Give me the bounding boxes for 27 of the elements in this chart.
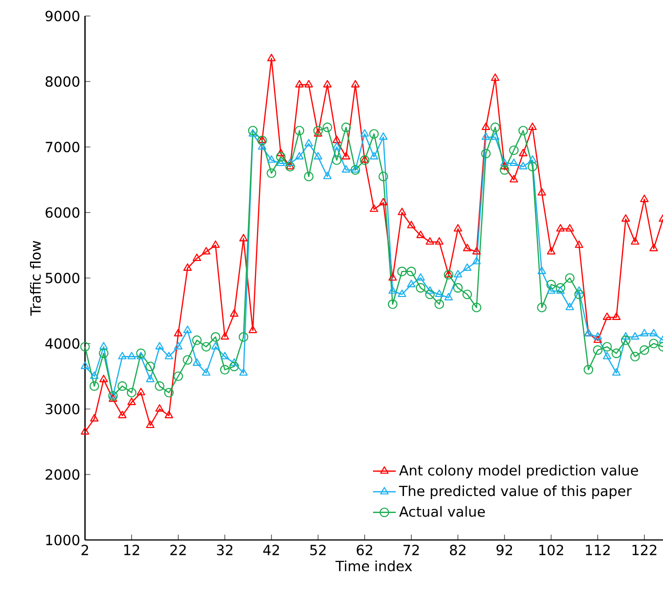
y-tick-label: 8000 — [46, 76, 80, 87]
x-tick-label: 72 — [404, 544, 419, 556]
y-axis-title: Traffic flow — [30, 240, 41, 316]
x-axis-title: Time index — [335, 560, 412, 572]
legend-label: Actual value — [399, 506, 485, 517]
y-tick-label: 6000 — [46, 207, 80, 218]
x-tick-label: 12 — [124, 544, 140, 556]
x-tick-label: 42 — [263, 544, 279, 556]
y-tick-label: 3000 — [46, 404, 80, 414]
y-tick-label: 7000 — [46, 142, 80, 152]
x-tick-label: 22 — [170, 544, 186, 556]
x-tick-label: 122 — [632, 544, 656, 556]
x-tick-label: 62 — [356, 544, 372, 556]
x-tick-label: 102 — [539, 544, 564, 556]
y-tick-label: 4000 — [45, 338, 80, 349]
y-tick-label: 2000 — [46, 469, 80, 480]
x-tick-label: 112 — [586, 544, 610, 556]
x-tick-label: 2 — [82, 544, 88, 556]
x-tick-label: 82 — [450, 544, 466, 556]
y-tick-label: 5000 — [46, 272, 80, 284]
legend-label: Ant colony model prediction value — [399, 464, 638, 478]
legend-label: The predicted value of this paper — [399, 485, 632, 499]
x-tick-label: 32 — [217, 544, 232, 556]
x-tick-label: 52 — [310, 544, 326, 556]
y-tick-label: 9000 — [46, 10, 80, 22]
x-tick-label: 92 — [496, 544, 512, 556]
y-tick-label: 1000 — [46, 534, 80, 546]
